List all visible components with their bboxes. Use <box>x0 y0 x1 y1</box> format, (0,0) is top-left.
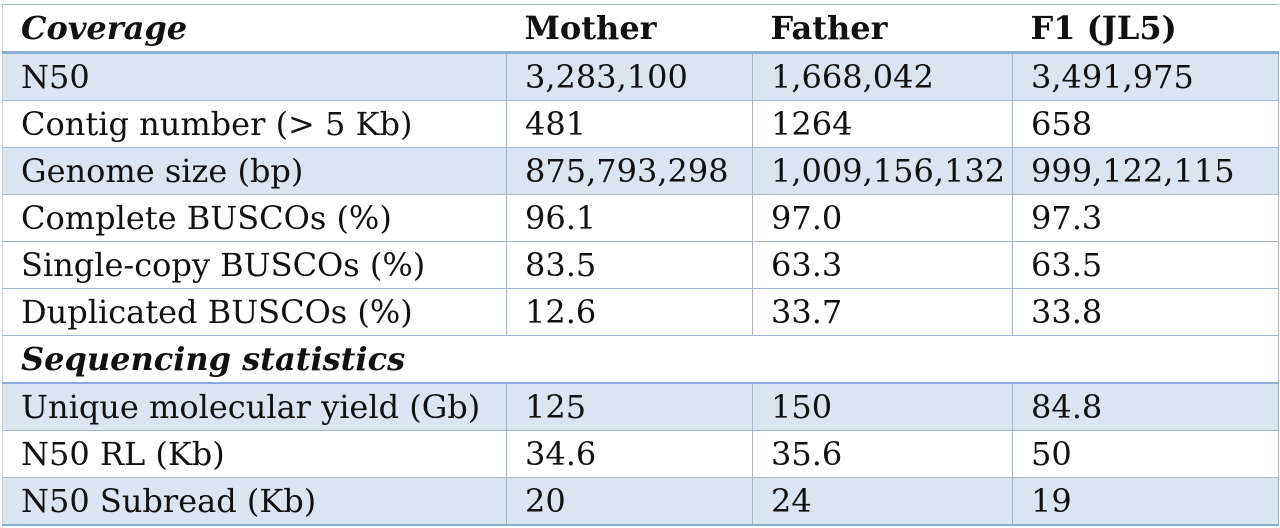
row-label: N50 Subread (Kb) <box>2 477 507 526</box>
cell-father: 97.0 <box>752 194 1013 242</box>
cell-f1: 658 <box>1012 100 1279 148</box>
row-label: Contig number (> 5 Kb) <box>2 100 507 148</box>
row-label: Unique molecular yield (Gb) <box>2 382 507 431</box>
table-row: N50 3,283,100 1,668,042 3,491,975 <box>2 52 1279 101</box>
header-f1: F1 (JL5) <box>1012 4 1279 54</box>
assembly-stats-table: Coverage Mother Father F1 (JL5) N50 3,28… <box>2 4 1279 526</box>
cell-father: 1,009,156,132 <box>752 147 1013 195</box>
cell-mother: 125 <box>506 382 753 431</box>
cell-mother: 481 <box>506 100 753 148</box>
table-row: N50 Subread (Kb) 20 24 19 <box>2 477 1279 526</box>
cell-mother: 3,283,100 <box>506 52 753 101</box>
row-label: Genome size (bp) <box>2 147 507 195</box>
cell-father: 1264 <box>752 100 1013 148</box>
cell-f1: 3,491,975 <box>1012 52 1279 101</box>
table-row: N50 RL (Kb) 34.6 35.6 50 <box>2 430 1279 478</box>
cell-f1: 33.8 <box>1012 288 1279 336</box>
cell-mother: 875,793,298 <box>506 147 753 195</box>
cell-father: 24 <box>752 477 1013 526</box>
table-row: Contig number (> 5 Kb) 481 1264 658 <box>2 100 1279 148</box>
cell-mother: 83.5 <box>506 241 753 289</box>
section-row-sequencing: Sequencing statistics <box>2 335 1279 384</box>
cell-father: 35.6 <box>752 430 1013 478</box>
cell-f1: 97.3 <box>1012 194 1279 242</box>
cell-mother: 20 <box>506 477 753 526</box>
cell-f1: 999,122,115 <box>1012 147 1279 195</box>
cell-f1: 50 <box>1012 430 1279 478</box>
row-label: Complete BUSCOs (%) <box>2 194 507 242</box>
table-body: N50 3,283,100 1,668,042 3,491,975 Contig… <box>2 52 1279 526</box>
table-row: Single-copy BUSCOs (%) 83.5 63.3 63.5 <box>2 241 1279 289</box>
table-row: Genome size (bp) 875,793,298 1,009,156,1… <box>2 147 1279 195</box>
table-row: Duplicated BUSCOs (%) 12.6 33.7 33.8 <box>2 288 1279 336</box>
row-label: N50 <box>2 52 507 101</box>
header-row: Coverage Mother Father F1 (JL5) <box>2 4 1279 54</box>
table-row: Complete BUSCOs (%) 96.1 97.0 97.3 <box>2 194 1279 242</box>
header-mother: Mother <box>506 4 753 54</box>
cell-f1: 63.5 <box>1012 241 1279 289</box>
row-label: Single-copy BUSCOs (%) <box>2 241 507 289</box>
header-father: Father <box>752 4 1013 54</box>
row-label: N50 RL (Kb) <box>2 430 507 478</box>
row-label: Duplicated BUSCOs (%) <box>2 288 507 336</box>
cell-father: 63.3 <box>752 241 1013 289</box>
cell-father: 150 <box>752 382 1013 431</box>
cell-mother: 12.6 <box>506 288 753 336</box>
table-row: Unique molecular yield (Gb) 125 150 84.8 <box>2 382 1279 431</box>
section-title-sequencing: Sequencing statistics <box>2 335 1279 384</box>
cell-mother: 96.1 <box>506 194 753 242</box>
table-header: Coverage Mother Father F1 (JL5) <box>2 4 1279 54</box>
cell-f1: 19 <box>1012 477 1279 526</box>
cell-father: 33.7 <box>752 288 1013 336</box>
cell-father: 1,668,042 <box>752 52 1013 101</box>
cell-mother: 34.6 <box>506 430 753 478</box>
cell-f1: 84.8 <box>1012 382 1279 431</box>
header-coverage: Coverage <box>2 4 507 54</box>
